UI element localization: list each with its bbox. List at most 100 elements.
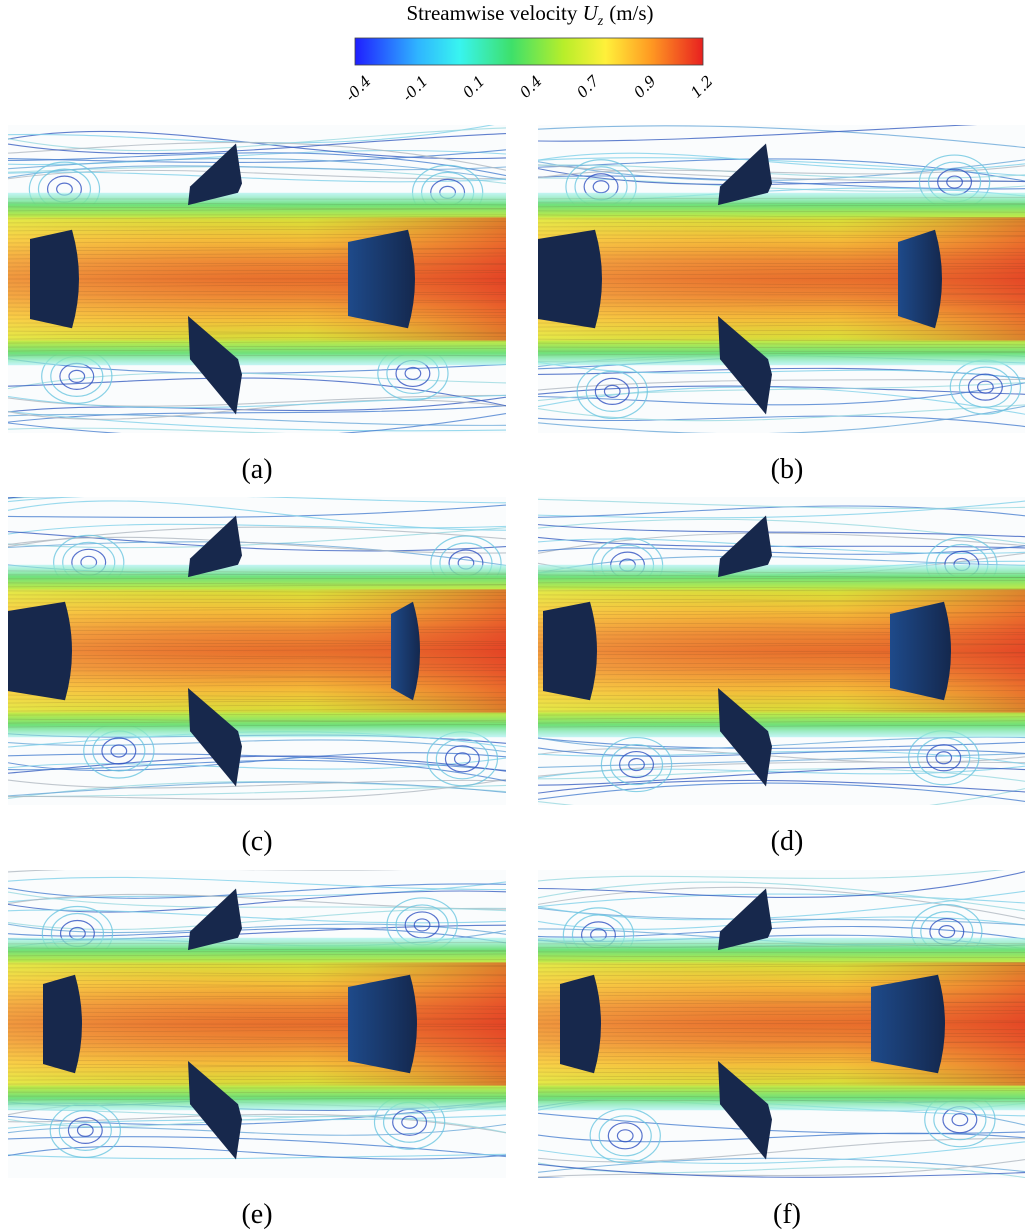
vortex	[616, 1129, 634, 1143]
jet-streak	[8, 317, 506, 320]
jet-streak	[538, 1010, 1025, 1013]
vortex	[404, 366, 422, 381]
streamline	[8, 413, 506, 433]
jet-streak	[538, 667, 1025, 672]
jet-streak	[538, 612, 1025, 616]
streamline	[8, 778, 506, 800]
colorbar-tick-label: 0.7	[573, 72, 603, 102]
jet-streak	[8, 228, 506, 232]
jet-streak	[538, 694, 1025, 698]
jet-streak	[538, 713, 1025, 716]
jet-streak	[8, 208, 506, 212]
jet-streak	[8, 584, 506, 588]
jet-streak	[8, 345, 506, 348]
streamline	[538, 893, 1025, 908]
jet-streak	[538, 1099, 1025, 1102]
streamline	[538, 1177, 567, 1178]
jet-streak	[538, 1060, 1025, 1065]
jet-streak	[8, 1038, 506, 1041]
streamline	[538, 1162, 1025, 1178]
jet-streak	[538, 204, 1025, 208]
jet-streak	[8, 979, 506, 984]
jet-streak	[8, 985, 506, 989]
vortex	[585, 370, 639, 413]
streamline	[538, 871, 1025, 898]
jet-streak	[538, 580, 1025, 584]
jet-streak	[8, 290, 506, 293]
right-body	[391, 601, 420, 701]
jet-streak	[8, 942, 506, 945]
jet-streak	[538, 673, 1025, 676]
jet-streak	[8, 680, 506, 684]
jet-streak	[538, 266, 1025, 268]
streamline	[538, 498, 1025, 509]
jet-streak	[8, 631, 506, 636]
streamline	[538, 125, 977, 142]
jet-streak	[538, 610, 1025, 613]
jet-streak	[538, 626, 1025, 630]
jet-streak	[538, 1082, 1025, 1085]
jet-streak	[538, 1022, 1025, 1025]
jet-streak	[8, 241, 506, 244]
streamline	[538, 382, 1025, 406]
left-body	[560, 974, 601, 1074]
streamline	[8, 1153, 506, 1160]
streamline	[8, 881, 506, 903]
jet-streak	[8, 703, 506, 708]
jet-streak	[8, 252, 506, 256]
jet-streak	[538, 346, 1025, 348]
panel-content	[538, 125, 1025, 433]
jet-streak	[8, 582, 506, 585]
jet-streak	[538, 262, 1025, 264]
jet-streak	[538, 577, 1025, 580]
jet-streak	[538, 622, 1025, 626]
panel-content	[538, 497, 1025, 805]
jet-streak	[8, 1015, 506, 1019]
jet-streak	[8, 983, 506, 987]
vortex	[628, 757, 645, 772]
jet-streak	[538, 965, 1025, 969]
streamline	[538, 500, 1025, 519]
jet-streak	[538, 329, 1025, 332]
streamline	[538, 870, 1005, 882]
jet-streak	[538, 574, 1025, 579]
unit: (m/s)	[609, 1, 653, 25]
vortex	[958, 366, 1013, 408]
jet-streak	[8, 670, 506, 672]
jet-streak	[538, 973, 1025, 977]
jet-streak	[8, 1091, 506, 1094]
jet-streak	[538, 278, 1025, 280]
streamline	[538, 881, 1025, 912]
vortex	[598, 1115, 652, 1157]
vortex	[938, 925, 956, 939]
jet-streak	[538, 630, 1025, 634]
colorbar-tick-label: -0.4	[342, 72, 375, 105]
vortex	[413, 918, 431, 932]
vortex	[603, 384, 621, 399]
streamline	[8, 779, 506, 789]
vortex	[935, 751, 953, 765]
blade-bottom	[718, 687, 772, 787]
jet-streak	[538, 605, 1025, 608]
colorbar-tick-label: 0.9	[630, 72, 660, 102]
jet-streak	[538, 317, 1025, 320]
left-body	[30, 229, 79, 329]
streamline	[538, 158, 1025, 182]
jet-streak	[538, 268, 1025, 272]
vortex	[917, 737, 971, 779]
streamline	[8, 410, 506, 432]
jet-streak	[538, 313, 1025, 316]
streamline	[538, 1163, 1025, 1178]
jet-streak	[538, 586, 1025, 589]
vortex	[946, 175, 963, 189]
jet-streak	[8, 617, 506, 620]
streamline	[538, 782, 1025, 803]
jet-streak	[538, 298, 1025, 302]
streamline	[538, 1141, 1025, 1165]
jet-streak	[8, 683, 506, 688]
right-body	[348, 974, 417, 1074]
jet-streak	[8, 1003, 506, 1007]
jet-streak	[538, 214, 1025, 218]
jet-streak	[538, 1027, 1025, 1031]
